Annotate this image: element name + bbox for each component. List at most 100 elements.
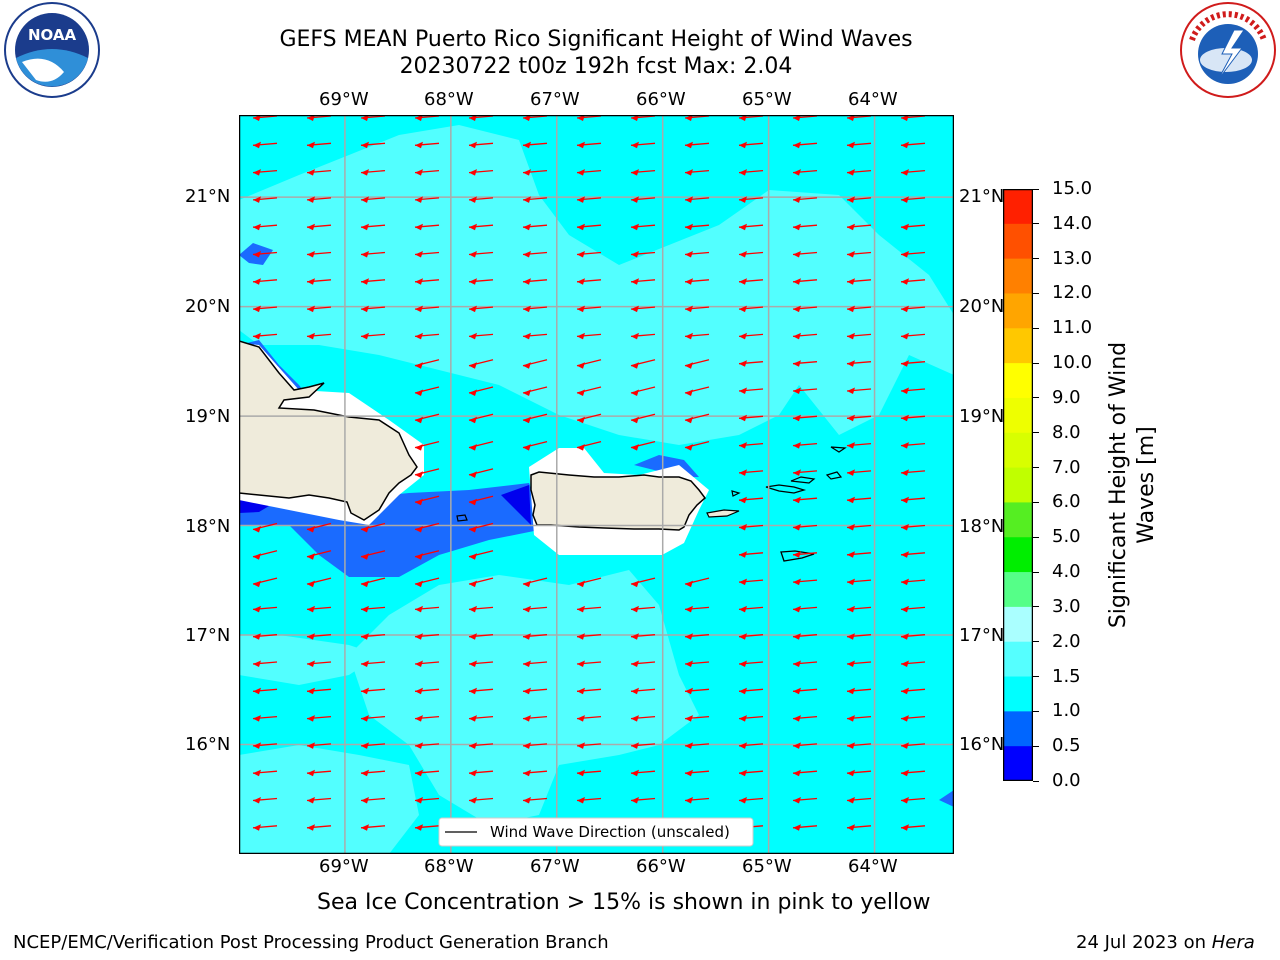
colorbar-tick-mark [1033,745,1039,747]
wave-direction-arrow [414,742,440,749]
wave-direction-arrow [252,742,278,749]
wave-direction-arrow [900,360,926,367]
wave-direction-arrow [792,660,818,667]
lat-tick-right: 17°N [959,625,1005,646]
wave-direction-arrow [576,251,602,258]
colorbar-tick-mark [1033,536,1039,538]
wave-direction-arrow [522,386,548,396]
vieques-island [706,509,740,518]
wave-direction-arrow [306,769,332,777]
wave-direction-arrow [468,550,494,560]
wave-direction-arrow [684,196,710,203]
footer-branch: NCEP/EMC/Verification Post Processing Pr… [13,932,609,953]
wave-direction-arrow [846,442,872,449]
wave-direction-arrow [468,715,494,722]
wave-direction-arrow [414,715,440,722]
virgin-islands [765,446,847,494]
wave-direction-arrow [414,278,440,285]
wave-direction-arrow [576,141,602,149]
colorbar-swatch [1003,572,1033,608]
wave-direction-arrow [306,522,332,533]
wave-direction-arrow [792,551,818,558]
map-frame [239,115,954,854]
wave-direction-arrow [414,359,440,369]
wave-direction-arrow [630,413,656,424]
wave-direction-arrow [468,769,494,777]
wave-direction-arrow [684,577,710,588]
wave-direction-arrow [522,251,548,258]
lon-tick-bottom: 65°W [742,856,792,877]
wave-direction-arrow [630,196,656,203]
wave-direction-arrow [360,278,386,285]
wave-direction-arrow [846,660,872,667]
colorbar-tick-label: 13.0 [1052,247,1093,269]
lat-tick-left: 18°N [185,516,231,537]
wave-direction-arrow [360,824,386,831]
wave-direction-arrow [252,332,278,340]
wave-direction-arrow [576,577,602,588]
wave-direction-arrow [360,223,386,231]
wave-direction-arrow [360,687,386,695]
wave-direction-arrow [252,687,278,695]
wave-direction-arrow [792,278,818,285]
wave-direction-arrow [684,169,710,176]
colorbar-tick-mark [1033,327,1039,329]
wave-direction-arrow [306,715,332,722]
wave-direction-arrow [576,715,602,722]
noaa-logo-icon: NOAA [4,2,100,98]
wave-direction-arrow [414,605,440,613]
wave-direction-arrow [414,687,440,695]
lon-tick-top: 67°W [530,89,580,110]
wave-direction-arrow [846,633,872,640]
wave-direction-arrow [792,687,818,695]
wind-wave-direction-arrows [252,115,926,831]
wave-direction-arrow [630,797,656,804]
wave-direction-arrow [792,115,818,121]
map-legend: Wind Wave Direction (unscaled) [438,817,754,847]
colorbar-swatch [1003,711,1033,747]
wave-direction-arrow [306,687,332,695]
wave-direction-arrow [522,742,548,749]
wave-direction-arrow [522,278,548,285]
wave-direction-arrow [900,251,926,258]
wave-direction-arrow [522,769,548,777]
wave-direction-arrow [306,660,332,667]
wave-direction-arrow [468,223,494,231]
wave-direction-arrow [684,278,710,285]
wave-direction-arrow [738,278,764,285]
wave-direction-arrow [684,305,710,313]
wave-direction-arrow [414,332,440,340]
wave-direction-arrow [630,386,656,396]
wave-direction-arrow [360,605,386,613]
lat-tick-right: 16°N [959,734,1005,755]
wave-direction-arrow [684,251,710,258]
wave-direction-arrow [900,442,926,449]
wave-direction-arrow [738,524,764,531]
wave-direction-arrow [576,742,602,749]
wave-direction-arrow [468,196,494,203]
colorbar-tick-mark [1033,292,1039,294]
wave-direction-arrow [738,742,764,749]
wave-direction-arrow [576,278,602,285]
colorbar-tick-label: 7.0 [1052,456,1081,478]
wave-direction-arrow [792,633,818,640]
colorbar-tick-label: 6.0 [1052,491,1081,513]
lon-tick-top: 66°W [636,89,686,110]
wave-direction-arrow [846,387,872,394]
wave-direction-arrow [738,223,764,231]
colorbar-tick-mark [1033,710,1039,712]
wave-direction-arrow [414,141,440,149]
colorbar-swatch [1003,328,1033,364]
wave-direction-arrow [684,223,710,231]
wave-direction-arrow [900,496,926,504]
wave-direction-arrow [792,196,818,203]
wave-direction-arrow [900,278,926,285]
wave-direction-arrow [684,440,710,451]
lat-tick-left: 16°N [185,734,231,755]
wave-direction-arrow [900,414,926,422]
colorbar-tick-mark [1033,501,1039,503]
wave-direction-arrow [576,115,602,121]
wave-direction-arrow [900,115,926,121]
wave-direction-arrow [846,551,872,558]
wave-direction-arrow [738,141,764,149]
